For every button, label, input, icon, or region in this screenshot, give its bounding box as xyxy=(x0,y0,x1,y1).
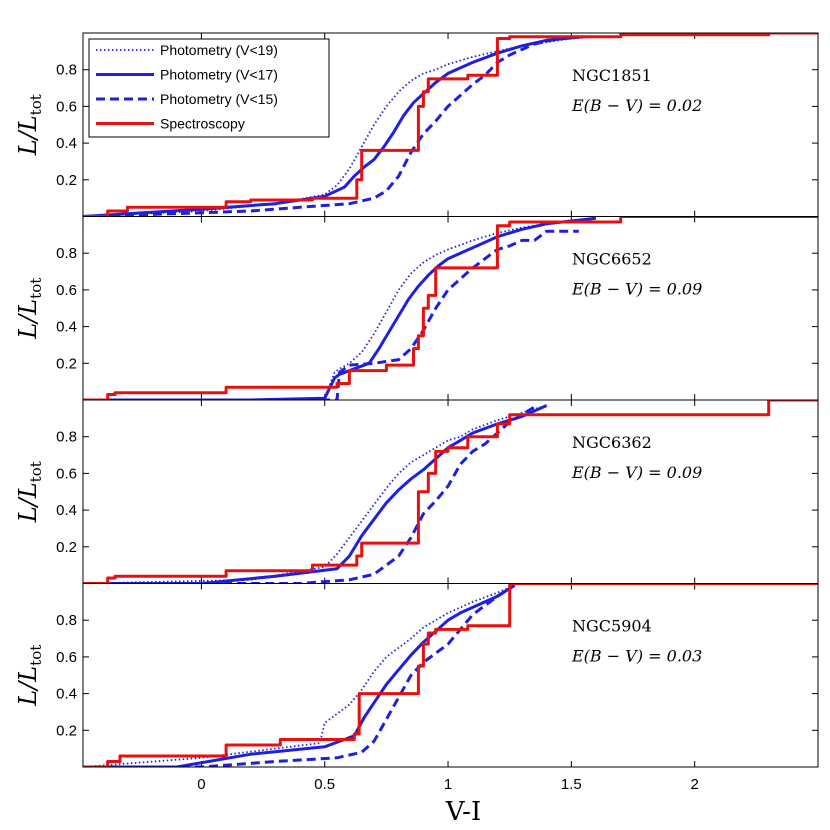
series-group xyxy=(83,33,818,217)
cluster-name-label: NGC1851 xyxy=(572,66,652,85)
y-tick-label: 0.2 xyxy=(56,355,77,372)
series-solid xyxy=(83,404,548,584)
series-dotted xyxy=(83,404,547,584)
reddening-label: E(B − V) = 0.03 xyxy=(571,647,702,666)
y-axis-label-main: L/L xyxy=(14,482,42,523)
y-tick-label: 0.2 xyxy=(56,722,77,739)
y-tick-label: 0.4 xyxy=(56,686,77,703)
panel-ngc6652: 0.2 0.4 0.6 0.8 NGC6652 E(B − V) = 0.09 L/Ltot xyxy=(14,216,819,401)
series-dashed xyxy=(83,404,538,584)
y-axis-label: L/Ltot xyxy=(14,278,45,340)
y-tick-label: 0.4 xyxy=(56,135,77,152)
series-solid xyxy=(83,584,516,767)
x-tick-label: 1.5 xyxy=(561,776,582,793)
legend: Photometry (V<19) Photometry (V<17) Photom… xyxy=(88,38,330,138)
series-dashed xyxy=(83,584,516,767)
series-solid xyxy=(83,35,584,217)
legend-label: Photometry (V<17) xyxy=(160,67,278,83)
series-dashed xyxy=(83,229,579,400)
x-tick-label: 2 xyxy=(691,776,699,793)
y-axis-label: L/Ltot xyxy=(14,94,45,156)
y-tick-label: 0.8 xyxy=(56,245,77,262)
cluster-name-label: NGC6362 xyxy=(572,433,652,452)
y-axis-label-sub: tot xyxy=(27,645,45,666)
panel-ngc5904: 0.2 0.4 0.6 0.8 NGC5904 E(B − V) = 0.03 L/Ltot xyxy=(14,583,819,768)
y-axis-label-main: L/L xyxy=(14,299,42,340)
y-tick-label: 0.6 xyxy=(56,649,77,666)
series-dashed xyxy=(83,37,560,217)
y-axis-label: L/Ltot xyxy=(14,645,45,707)
legend-label: Spectroscopy xyxy=(160,116,245,132)
y-tick-label: 0.2 xyxy=(56,539,77,556)
reddening-label: E(B − V) = 0.02 xyxy=(571,96,702,115)
y-axis-label-sub: tot xyxy=(27,461,45,482)
series-step xyxy=(83,216,818,400)
y-tick-label: 0.6 xyxy=(56,465,77,482)
x-tick-label: 1 xyxy=(444,776,452,793)
panel-ngc6362: 0.2 0.4 0.6 0.8 NGC6362 E(B − V) = 0.09 L/Ltot xyxy=(14,399,819,584)
series-group xyxy=(83,583,818,767)
y-axis-label: L/Ltot xyxy=(14,461,45,523)
cluster-name-label: NGC6652 xyxy=(572,250,652,269)
series-step xyxy=(83,33,818,217)
y-tick-label: 0.4 xyxy=(56,319,77,336)
reddening-label: E(B − V) = 0.09 xyxy=(571,280,702,299)
y-tick-label: 0.8 xyxy=(56,62,77,79)
legend-box xyxy=(88,38,330,138)
series-step xyxy=(83,400,818,584)
y-axis-label-sub: tot xyxy=(27,278,45,299)
y-tick-label: 0.6 xyxy=(56,98,77,115)
series-group xyxy=(83,400,818,584)
series-step xyxy=(83,583,818,767)
series-group xyxy=(83,216,818,400)
y-tick-label: 0.6 xyxy=(56,282,77,299)
panel-frame xyxy=(82,399,819,584)
y-tick-label: 0.8 xyxy=(56,612,77,629)
y-axis-label-main: L/L xyxy=(14,666,42,707)
series-solid xyxy=(83,216,597,400)
cluster-name-label: NGC5904 xyxy=(572,617,652,636)
legend-label: Photometry (V<19) xyxy=(160,42,278,58)
x-axis-label: V-I xyxy=(445,797,481,827)
reddening-label: E(B − V) = 0.09 xyxy=(571,463,702,482)
y-axis-label-main: L/L xyxy=(14,115,42,156)
y-tick-label: 0.2 xyxy=(56,172,77,189)
panel-frame xyxy=(82,583,819,768)
x-tick-label: 0.5 xyxy=(314,776,335,793)
y-tick-label: 0.8 xyxy=(56,429,77,446)
x-tick-label: 0 xyxy=(197,776,205,793)
y-tick-label: 0.4 xyxy=(56,502,77,519)
series-dotted xyxy=(83,584,515,767)
panel-frame xyxy=(82,216,819,401)
y-axis-label-sub: tot xyxy=(27,94,45,115)
legend-label: Photometry (V<15) xyxy=(160,91,278,107)
